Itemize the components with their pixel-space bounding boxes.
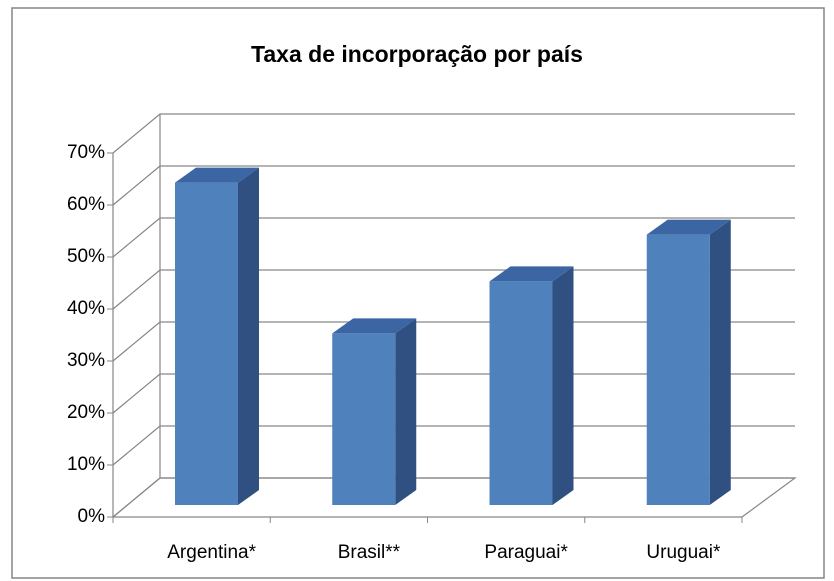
x-tick-label: Uruguai*	[646, 542, 721, 563]
grid-line	[112, 321, 795, 362]
bar-top	[332, 318, 417, 334]
grid-line	[112, 373, 795, 414]
bar-side	[395, 318, 417, 505]
x-tick-label: Paraguai*	[484, 542, 568, 563]
y-tick-label: 30%	[67, 350, 105, 371]
bar	[332, 333, 396, 505]
grid-line	[112, 165, 795, 206]
y-tick-label: 50%	[67, 246, 105, 267]
grid-line	[112, 425, 795, 466]
bar	[489, 281, 553, 505]
bar-top	[175, 167, 259, 183]
bar	[646, 234, 710, 505]
x-tick-label: Brasil**	[338, 542, 401, 563]
y-tick-label: 0%	[78, 506, 106, 527]
bar-top	[646, 219, 731, 235]
y-tick-label: 40%	[67, 298, 105, 319]
y-tick-label: 70%	[67, 142, 105, 163]
x-tick-label: Argentina*	[167, 542, 256, 563]
bar	[175, 182, 238, 505]
grid-line	[112, 113, 795, 154]
chart-title: Taxa de incorporação por país	[251, 41, 583, 67]
grid-line	[112, 269, 795, 310]
y-tick-label: 10%	[67, 454, 105, 475]
grid-line	[112, 217, 795, 258]
bar-top	[489, 266, 574, 282]
bar-side	[238, 167, 259, 505]
bar-side	[709, 219, 731, 505]
y-tick-label: 20%	[67, 402, 105, 423]
y-tick-label: 60%	[67, 194, 105, 215]
grid-line	[112, 477, 795, 518]
bar-side	[552, 266, 574, 505]
